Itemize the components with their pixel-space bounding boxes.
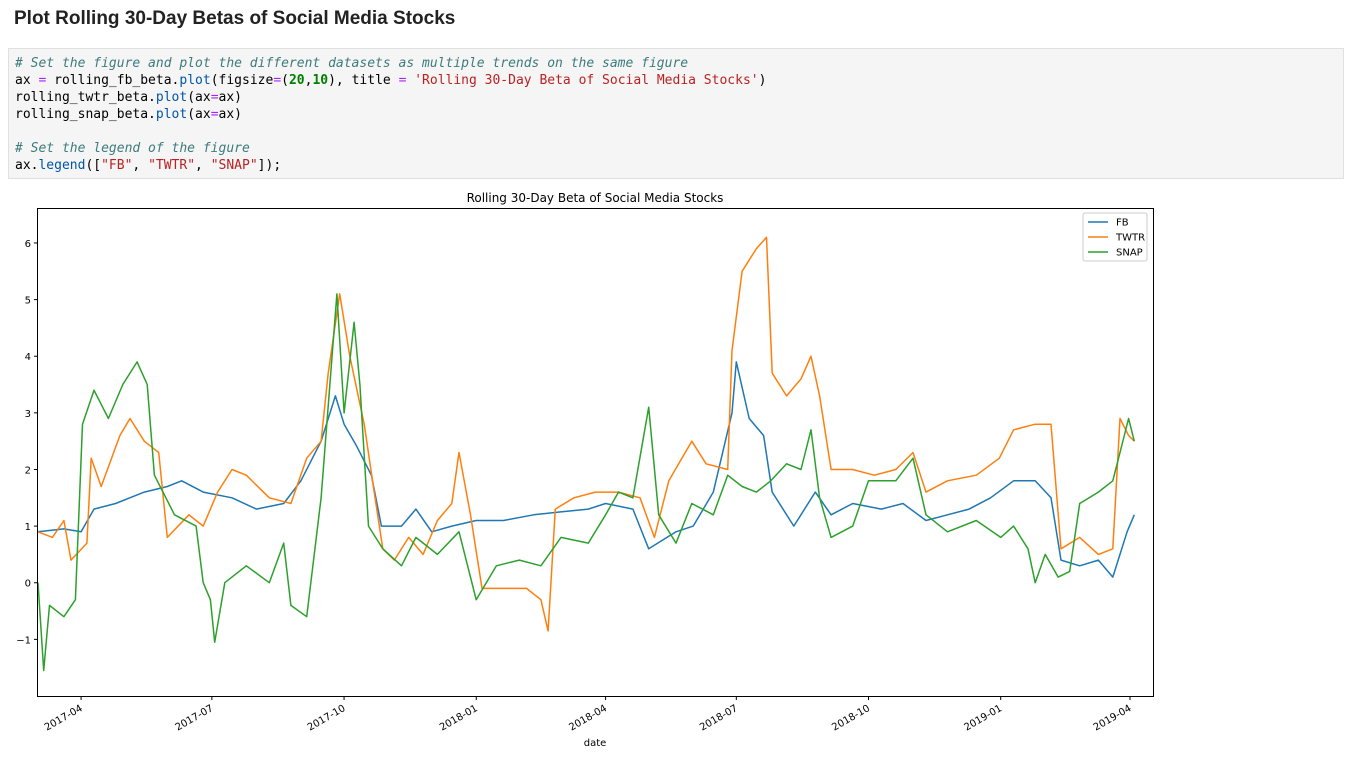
code-number: 20 <box>288 73 305 88</box>
x-tick-label: 2019-01 <box>962 703 1004 733</box>
code-function: legend <box>38 158 86 173</box>
legend-box <box>1082 212 1148 262</box>
line-chart: Rolling 30-Day Beta of Social Media Stoc… <box>16 191 1154 749</box>
code-operator: = <box>398 73 407 88</box>
page-title: Plot Rolling 30-Day Betas of Social Medi… <box>14 8 456 29</box>
x-tick-label: 2018-07 <box>698 703 740 733</box>
code-token: ( <box>281 73 289 88</box>
legend-label-fb: FB <box>1116 218 1129 229</box>
code-token: ) <box>758 73 767 88</box>
code-operator: = <box>210 90 219 105</box>
plot-frame <box>37 208 1154 697</box>
x-axis-label: date <box>584 738 607 749</box>
y-tick-label: 4 <box>25 352 31 363</box>
series-line-fb <box>37 361 1135 578</box>
code-token: (figsize <box>210 73 274 88</box>
code-function: plot <box>155 107 188 122</box>
code-string: "SNAP" <box>210 158 258 173</box>
code-string: "FB" <box>101 158 133 173</box>
legend: FB TWTR SNAP <box>1082 212 1148 262</box>
code-token: ax <box>15 73 39 88</box>
x-tick-label: 2018-10 <box>830 703 872 733</box>
y-tick-label: 0 <box>25 579 31 590</box>
code-function: plot <box>179 73 211 88</box>
y-tick-label: 6 <box>25 239 31 250</box>
code-token: ([ <box>85 158 102 173</box>
code-token: rolling_fb_beta. <box>46 73 180 88</box>
code-number: 10 <box>312 73 329 88</box>
code-token: ax. <box>15 158 39 173</box>
code-cell[interactable]: # Set the figure and plot the different … <box>8 48 1344 179</box>
legend-label-snap: SNAP <box>1116 248 1143 259</box>
x-tick-label: 2017-07 <box>174 703 216 733</box>
code-token: ax) <box>218 107 242 122</box>
code-string: "TWTR" <box>148 158 196 173</box>
chart-title: Rolling 30-Day Beta of Social Media Stoc… <box>467 191 724 205</box>
x-tick-label: 2018-01 <box>438 703 480 733</box>
code-block: # Set the figure and plot the different … <box>15 55 766 174</box>
code-token: rolling_twtr_beta. <box>15 90 156 105</box>
x-tick-label: 2019-04 <box>1092 703 1134 733</box>
code-token: (ax <box>187 90 211 105</box>
x-tick-label: 2017-04 <box>43 703 85 733</box>
code-string: 'Rolling 30-Day Beta of Social Media Sto… <box>414 73 759 88</box>
y-tick-label: 1 <box>25 522 31 533</box>
series-line-snap <box>37 293 1136 672</box>
y-tick-label: 5 <box>25 296 31 307</box>
code-token: , <box>132 158 149 173</box>
y-tick-label: 2 <box>25 465 31 476</box>
code-token: ), title <box>328 73 399 88</box>
code-token: ]); <box>257 158 282 173</box>
x-tick-label: 2018-04 <box>567 703 609 733</box>
series-line-twtr <box>37 236 1135 632</box>
code-operator: = <box>273 73 282 88</box>
y-axis: −1 0 1 2 3 4 5 6 <box>16 239 38 646</box>
code-token: ax) <box>218 90 242 105</box>
x-tick-label: 2017-10 <box>306 703 348 733</box>
y-tick-label: 3 <box>25 409 31 420</box>
code-operator: = <box>38 73 47 88</box>
code-token: rolling_snap_beta. <box>15 107 156 122</box>
legend-label-twtr: TWTR <box>1115 233 1145 244</box>
code-comment: # Set the legend of the figure <box>15 141 250 156</box>
y-tick-label: −1 <box>16 635 31 646</box>
code-token: , <box>195 158 211 173</box>
code-operator: = <box>210 107 219 122</box>
code-comment: # Set the figure and plot the different … <box>15 56 689 71</box>
code-function: plot <box>155 90 188 105</box>
code-token: , <box>304 73 313 88</box>
x-axis: 2017-04 2017-07 2017-10 2018-01 2018-04 2018-… <box>43 696 1134 733</box>
series-layer <box>37 236 1136 672</box>
code-token: (ax <box>187 107 211 122</box>
